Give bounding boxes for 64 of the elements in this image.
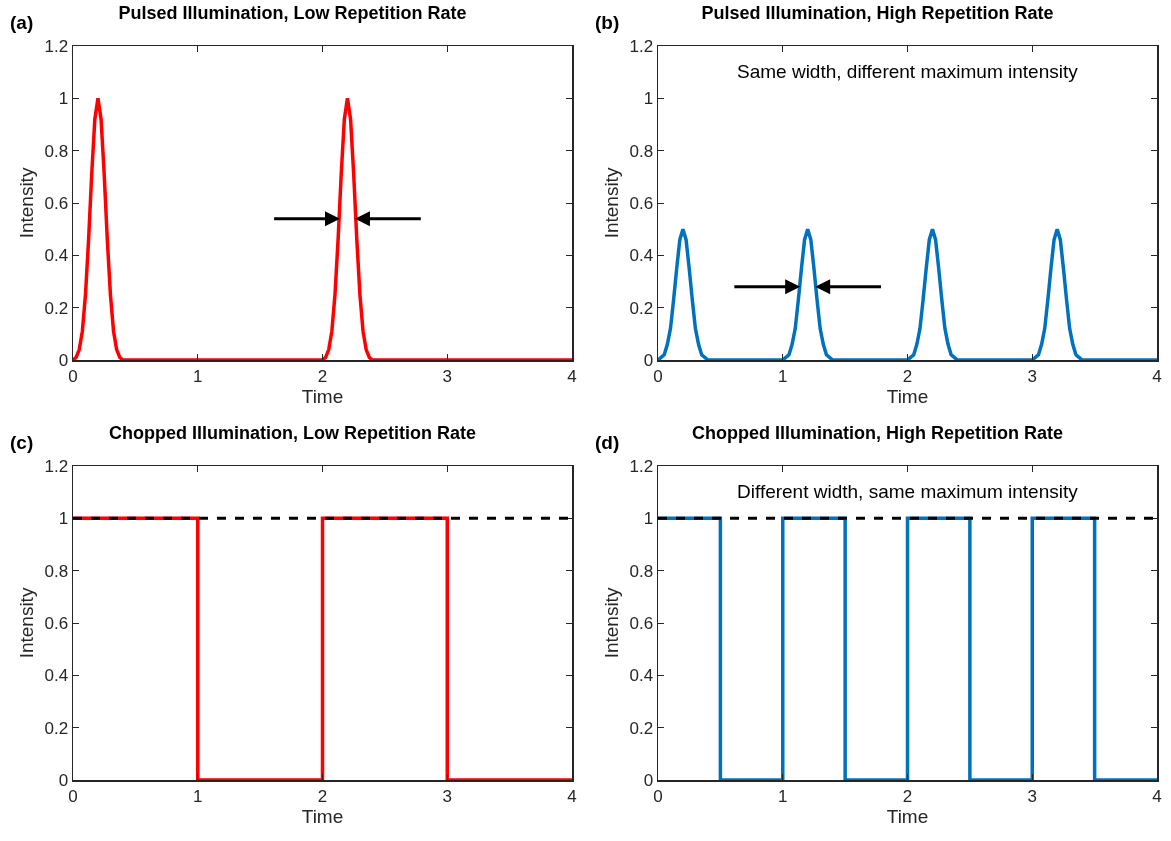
y-tick-label: 0 bbox=[58, 350, 69, 370]
x-axis-title: Time bbox=[886, 805, 929, 827]
x-tick-label: 1 bbox=[778, 366, 788, 386]
x-tick-label: 3 bbox=[1027, 786, 1037, 806]
y-tick-label: 1.2 bbox=[629, 456, 654, 476]
x-axis-title: Time bbox=[301, 805, 344, 827]
x-tick-label: 3 bbox=[442, 366, 452, 386]
x-tick-label: 1 bbox=[778, 786, 788, 806]
y-tick-label: 0.8 bbox=[44, 141, 69, 161]
y-tick-label: 1.2 bbox=[44, 36, 69, 56]
y-tick-label: 1 bbox=[58, 509, 69, 529]
text: (c) bbox=[10, 432, 34, 453]
y-tick-label: 0.6 bbox=[44, 613, 69, 633]
y-tick-label: 0.8 bbox=[629, 141, 654, 161]
chart-title: Chopped Illumination, Low Repetition Rate bbox=[109, 422, 476, 443]
y-tick-label: 1 bbox=[643, 509, 654, 529]
y-tick-label: 1.2 bbox=[44, 456, 69, 476]
x-tick-label: 3 bbox=[1027, 366, 1037, 386]
chart-title: Chopped Illumination, High Repetition Rate bbox=[692, 422, 1063, 443]
y-tick-label: 0 bbox=[643, 350, 654, 370]
x-tick-label: 4 bbox=[1152, 786, 1162, 806]
x-tick-label: 2 bbox=[902, 786, 913, 806]
y-tick-label: 0.4 bbox=[629, 246, 654, 266]
x-tick-label: 1 bbox=[193, 786, 203, 806]
x-tick-label: 2 bbox=[902, 366, 913, 386]
x-tick-label: 1 bbox=[193, 366, 203, 386]
y-tick-label: 0.2 bbox=[44, 718, 69, 738]
y-tick-label: 0.4 bbox=[44, 666, 69, 686]
y-tick-label: 0.2 bbox=[629, 298, 654, 318]
x-tick-label: 4 bbox=[567, 366, 577, 386]
y-tick-label: 0.8 bbox=[629, 561, 654, 581]
line-series bbox=[73, 96, 572, 360]
y-tick-label: 0.6 bbox=[629, 193, 654, 213]
annotation: Different width, same maximum intensity bbox=[737, 481, 1079, 502]
y-tick-label: 0.6 bbox=[44, 193, 69, 213]
x-tick-label: 4 bbox=[1152, 366, 1162, 386]
x-tick-label: 4 bbox=[567, 786, 577, 806]
text: (d) bbox=[595, 432, 620, 453]
y-tick-label: 1 bbox=[58, 89, 69, 109]
y-axis-title: Intensity bbox=[600, 587, 622, 659]
y-axis-title: Intensity bbox=[15, 587, 37, 659]
y-axis-title: Intensity bbox=[600, 167, 622, 239]
y-tick-label: 1.2 bbox=[629, 36, 654, 56]
line-series bbox=[658, 227, 1157, 360]
x-tick-label: 2 bbox=[317, 366, 328, 386]
text: (b) bbox=[595, 12, 620, 33]
x-tick-label: 3 bbox=[442, 786, 452, 806]
y-tick-label: 0.6 bbox=[629, 613, 654, 633]
x-axis-title: Time bbox=[301, 385, 344, 407]
text: (a) bbox=[10, 12, 34, 33]
annotation: Same width, different maximum intensity bbox=[737, 61, 1079, 82]
chart-title: Pulsed Illumination, Low Repetition Rate bbox=[118, 2, 467, 23]
chart-title: Pulsed Illumination, High Repetition Rate bbox=[701, 2, 1054, 23]
y-tick-label: 0.4 bbox=[44, 246, 69, 266]
y-tick-label: 0 bbox=[643, 770, 654, 790]
x-axis-title: Time bbox=[886, 385, 929, 407]
x-tick-label: 2 bbox=[317, 786, 328, 806]
y-tick-label: 1 bbox=[643, 89, 654, 109]
y-tick-label: 0.2 bbox=[629, 718, 654, 738]
y-tick-label: 0 bbox=[58, 770, 69, 790]
y-tick-label: 0.8 bbox=[44, 561, 69, 581]
y-axis-title: Intensity bbox=[15, 167, 37, 239]
y-tick-label: 0.2 bbox=[44, 298, 69, 318]
y-tick-label: 0.4 bbox=[629, 666, 654, 686]
